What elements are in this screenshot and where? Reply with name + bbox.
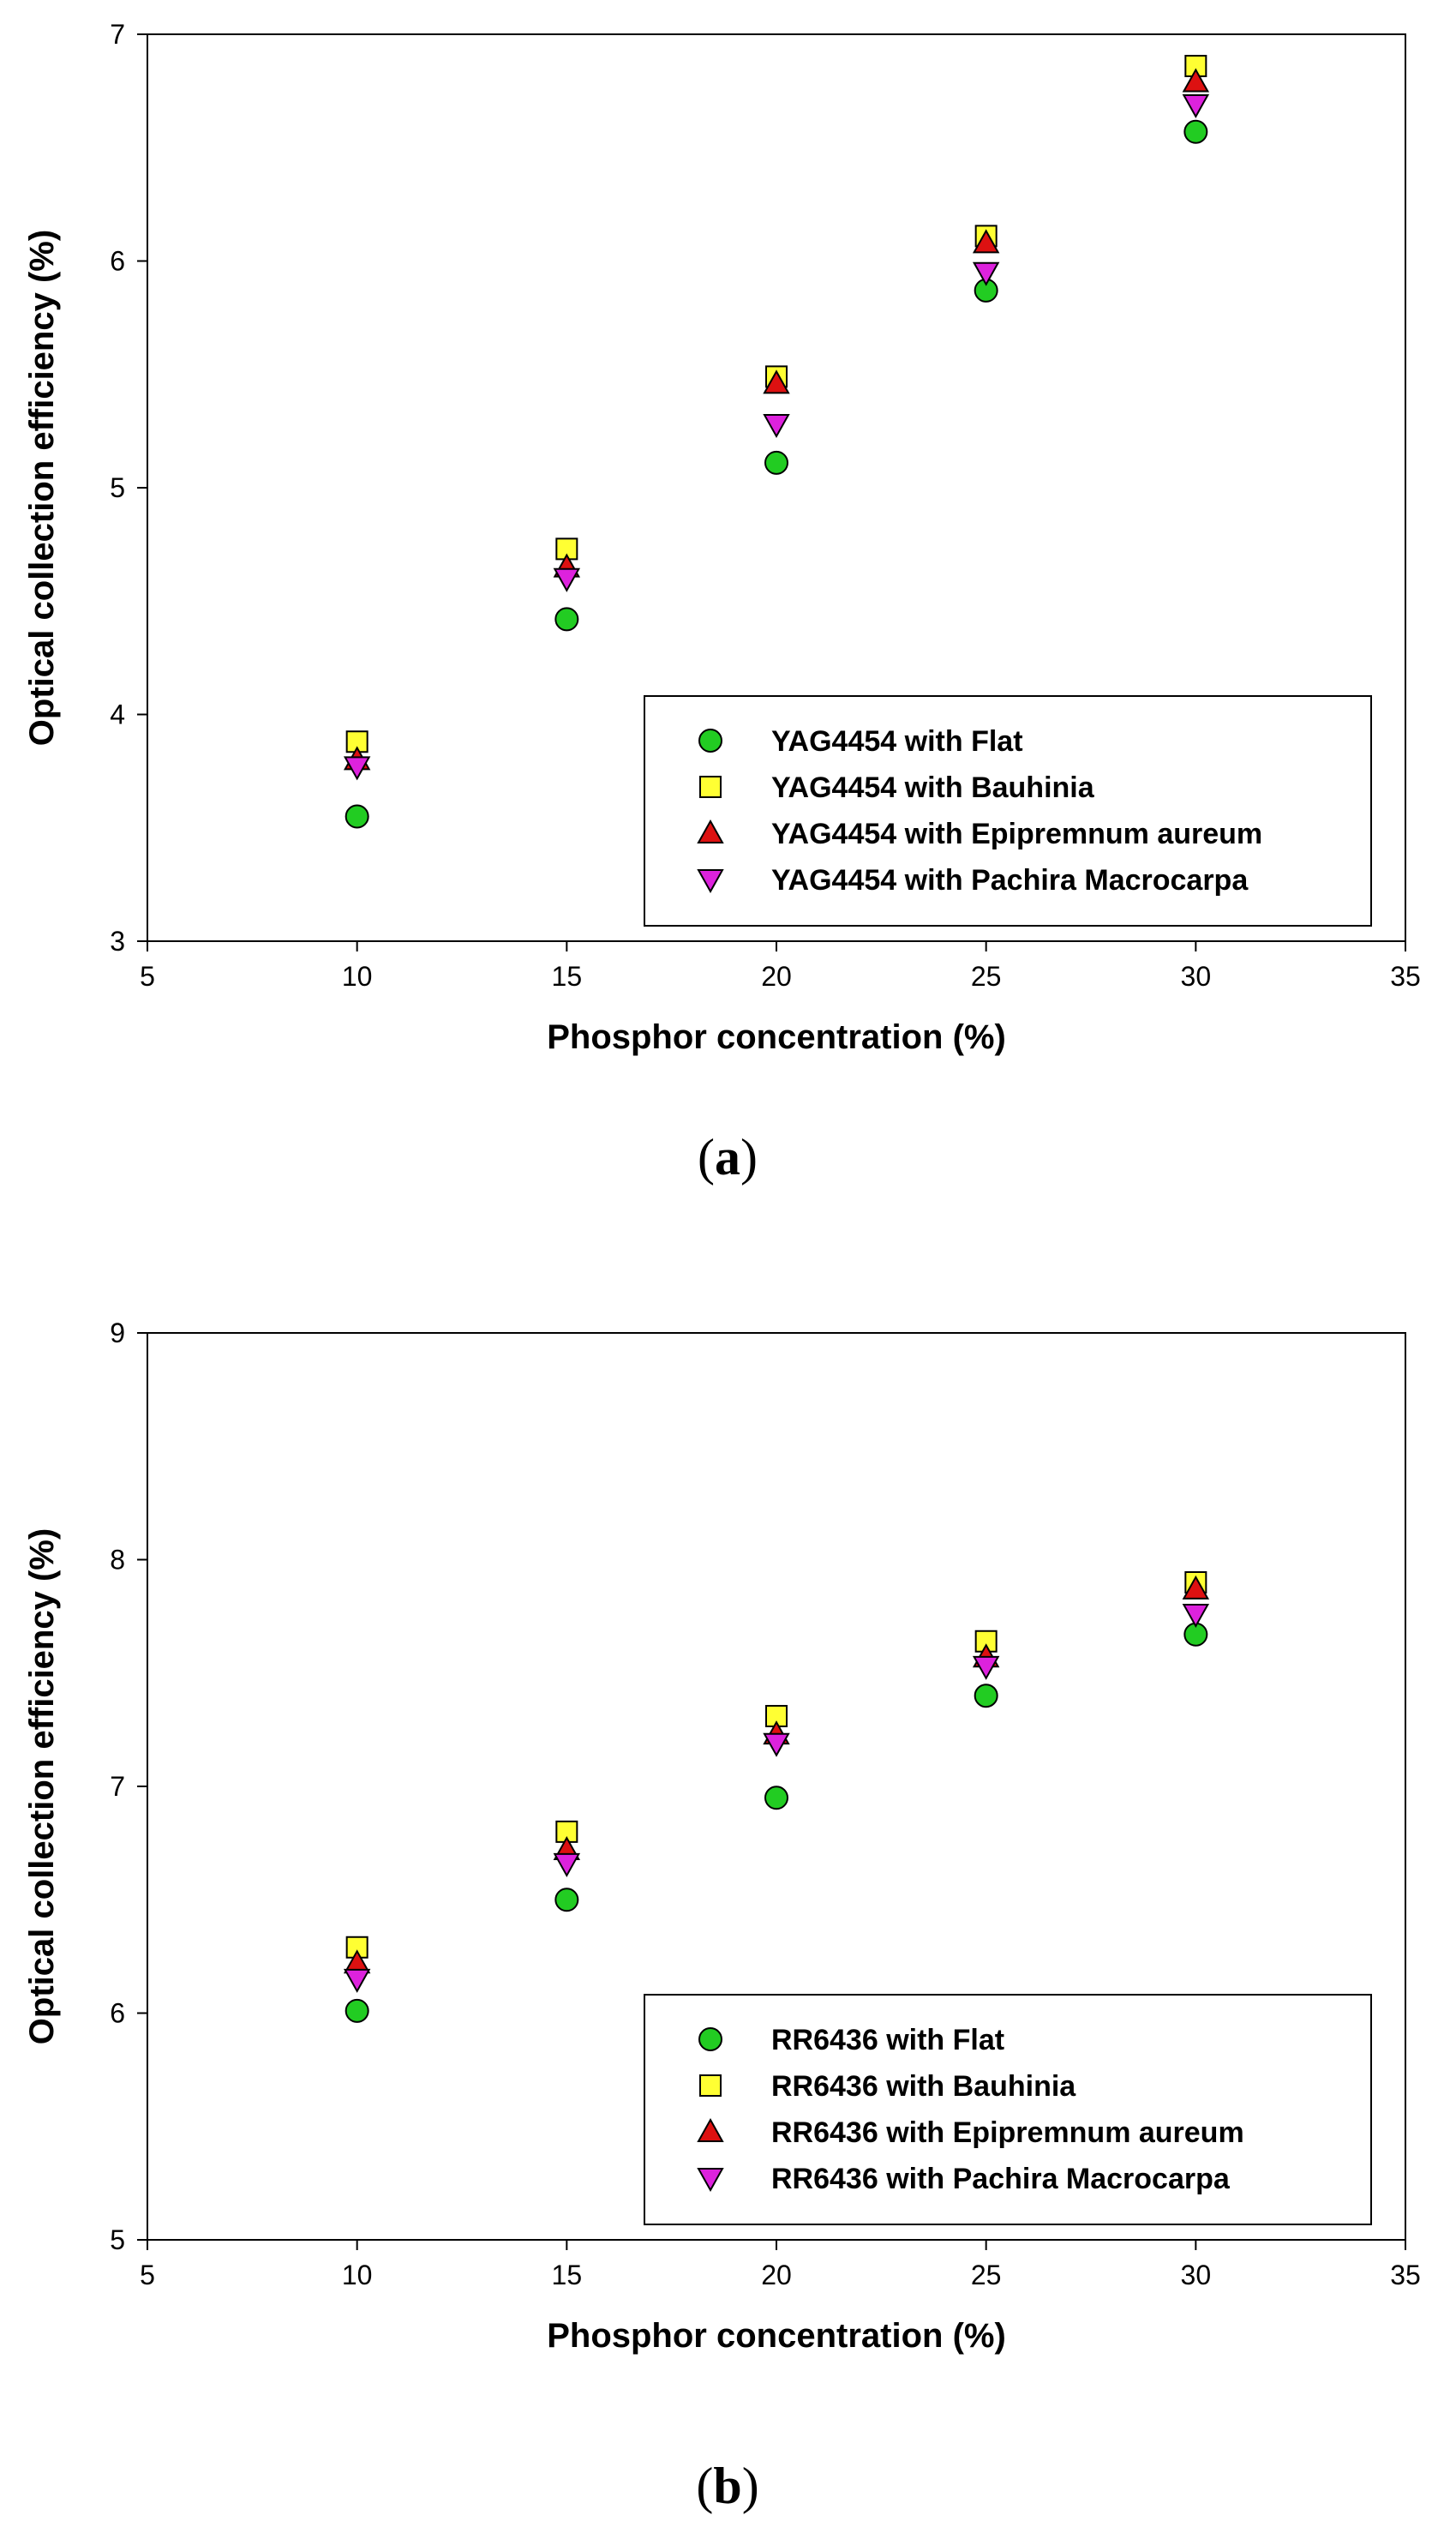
- legend-symbol-circle: [698, 729, 722, 753]
- data-point-square-0: [345, 1936, 368, 1959]
- x-tick-label: 10: [342, 961, 373, 992]
- data-point-triangle-down-4: [1182, 1603, 1210, 1629]
- data-point-triangle-down-1: [553, 1852, 581, 1877]
- data-point-circle-4: [1183, 119, 1208, 144]
- data-point-triangle-down-3: [972, 261, 1000, 286]
- y-tick-label: 3: [110, 926, 125, 957]
- legend-symbol-square: [699, 2074, 722, 2097]
- y-axis-title-a: Optical collection efficiency (%): [23, 230, 61, 746]
- legend-symbol-triangle-up: [697, 819, 724, 843]
- x-tick-label: 35: [1390, 961, 1421, 992]
- data-point-triangle-up-2: [763, 369, 790, 394]
- data-point-circle-1: [554, 607, 579, 632]
- legend-label: YAG4454 with Pachira Macrocarpa: [771, 864, 1249, 897]
- legend-label: YAG4454 with Epipremnum aureum: [771, 818, 1262, 850]
- caption-open-paren-a: (: [698, 1129, 715, 1185]
- x-tick-label: 20: [761, 961, 792, 992]
- legend-label: YAG4454 with Flat: [771, 725, 1023, 758]
- y-tick-label: 4: [110, 699, 125, 730]
- legend-box: [644, 1994, 1372, 2225]
- legend-label: RR6436 with Flat: [771, 2024, 1004, 2056]
- data-point-square-4: [1184, 55, 1207, 78]
- caption-letter-b: b: [713, 2458, 741, 2514]
- axes-ticks-b: 5 10 15 20 25 30 35 5 6 7 8 9: [110, 1318, 1421, 2290]
- x-tick-label: 20: [761, 2260, 792, 2290]
- chart-panel-b: 5 10 15 20 25 30 35 5 6 7 8 9 Phosphor concentratio…: [23, 1318, 1421, 2355]
- series-triangle-down: [343, 1603, 1210, 1993]
- caption-open-paren-b: (: [696, 2458, 713, 2514]
- x-tick-label: 30: [1181, 2260, 1212, 2290]
- data-point-circle-3: [974, 1684, 998, 1708]
- y-axis-title-b: Optical collection efficiency (%): [23, 1528, 61, 2044]
- y-tick-label: 7: [110, 19, 125, 50]
- data-point-circle-0: [345, 1998, 369, 2023]
- x-tick-label: 5: [140, 961, 155, 992]
- y-tick-label: 8: [110, 1545, 125, 1576]
- legend-label: RR6436 with Epipremnum aureum: [771, 2116, 1244, 2149]
- series-circle: [345, 1622, 1208, 2023]
- y-tick-label: 6: [110, 1998, 125, 2029]
- caption-close-paren-a: ): [740, 1129, 758, 1185]
- data-points-b: [343, 1570, 1210, 2023]
- data-point-triangle-down-1: [553, 567, 581, 592]
- data-point-triangle-down-2: [763, 413, 790, 438]
- x-tick-label: 25: [971, 961, 1002, 992]
- axes-ticks-a: 5 10 15 20 25 30 35 3 4 5 6 7: [110, 19, 1421, 992]
- data-point-triangle-up-4: [1182, 68, 1210, 93]
- data-point-square-1: [555, 1820, 578, 1843]
- x-axis-title-a: Phosphor concentration (%): [547, 1018, 1006, 1056]
- caption-close-paren-b: ): [742, 2458, 759, 2514]
- legend-symbol-square: [699, 776, 722, 798]
- data-point-triangle-down-0: [343, 1968, 371, 1993]
- data-point-square-1: [555, 537, 578, 561]
- x-tick-label: 35: [1390, 2260, 1421, 2290]
- x-axis-title-b: Phosphor concentration (%): [547, 2317, 1006, 2355]
- data-point-circle-2: [764, 450, 788, 475]
- data-point-triangle-down-0: [343, 756, 371, 781]
- x-tick-label: 15: [552, 2260, 583, 2290]
- legend-symbol-circle: [698, 2027, 722, 2051]
- y-tick-label: 5: [110, 2224, 125, 2255]
- series-triangle-down: [343, 93, 1210, 781]
- data-point-triangle-down-2: [763, 1732, 790, 1757]
- y-tick-label: 9: [110, 1318, 125, 1348]
- data-point-triangle-up-3: [972, 229, 1000, 254]
- data-point-triangle-down-3: [972, 1655, 1000, 1680]
- legend-symbol-triangle-down: [697, 869, 724, 894]
- panel-caption-a: (a): [698, 1129, 758, 1185]
- legend-a: YAG4454 with Flat YAG4454 with Bauhinia YA…: [644, 695, 1372, 927]
- series-circle: [345, 119, 1208, 829]
- data-points-a: [343, 55, 1210, 829]
- series-square: [345, 1570, 1207, 1959]
- legend-label: RR6436 with Pachira Macrocarpa: [771, 2163, 1231, 2195]
- caption-letter-a: a: [715, 1129, 740, 1185]
- x-tick-label: 25: [971, 2260, 1002, 2290]
- y-tick-label: 5: [110, 472, 125, 503]
- data-point-circle-1: [554, 1888, 579, 1912]
- data-point-triangle-up-4: [1182, 1575, 1210, 1600]
- series-square: [345, 55, 1207, 753]
- series-triangle-up: [343, 1575, 1210, 1974]
- y-tick-label: 7: [110, 1771, 125, 1802]
- x-tick-label: 10: [342, 2260, 373, 2290]
- data-point-circle-2: [764, 1786, 788, 1810]
- data-point-square-0: [345, 730, 368, 753]
- legend-b: RR6436 with Flat RR6436 with Bauhinia RR64…: [644, 1994, 1372, 2225]
- x-tick-label: 15: [552, 961, 583, 992]
- panel-caption-b: (b): [696, 2458, 758, 2514]
- data-point-circle-0: [345, 804, 369, 829]
- data-point-square-3: [974, 1630, 998, 1653]
- legend-label: RR6436 with Bauhinia: [771, 2070, 1076, 2103]
- data-point-triangle-down-4: [1182, 93, 1210, 119]
- legend-box: [644, 695, 1372, 927]
- legend-symbol-triangle-down: [697, 2168, 724, 2193]
- data-point-square-2: [765, 1705, 788, 1728]
- y-tick-label: 6: [110, 246, 125, 277]
- x-tick-label: 30: [1181, 961, 1212, 992]
- chart-panel-a: 5 10 15 20 25 30 35 3 4 5 6 7 Phosphor concentratio…: [23, 19, 1421, 1056]
- legend-label: YAG4454 with Bauhinia: [771, 771, 1095, 804]
- legend-symbol-triangle-up: [697, 2117, 724, 2142]
- x-tick-label: 5: [140, 2260, 155, 2290]
